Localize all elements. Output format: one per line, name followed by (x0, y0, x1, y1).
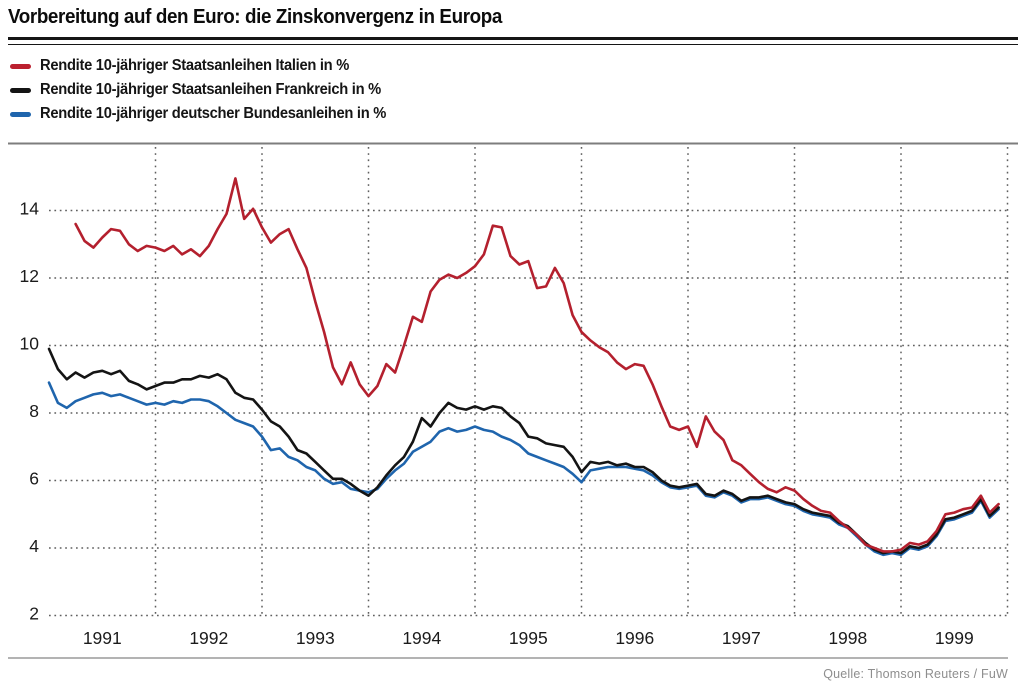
legend-label-italy: Rendite 10-jähriger Staatsanleihen Itali… (40, 57, 350, 74)
legend-swatch-italy-icon (10, 63, 31, 69)
legend-item-france: Rendite 10-jähriger Staatsanleihen Frank… (10, 78, 404, 102)
x-tick-label-1999: 1999 (935, 628, 974, 648)
axis-labels: 14 12 10 8 6 4 2 1991 1992 1993 1994 1995 1996 1997 19… (20, 199, 974, 649)
chart-title: Vorbereitung auf den Euro: die Zinskonve… (8, 6, 502, 28)
x-tick-label-1995: 1995 (509, 628, 548, 648)
x-tick-label-1996: 1996 (615, 628, 654, 648)
x-tick-label-1992: 1992 (189, 628, 228, 648)
y-tick-label-2: 2 (29, 604, 39, 624)
y-tick-label-8: 8 (29, 401, 39, 421)
legend-swatch-france-icon (10, 87, 31, 93)
legend-label-germany: Rendite 10-jähriger deutscher Bundesanle… (40, 105, 387, 122)
title-rule-thick (8, 37, 1018, 40)
source-caption: Quelle: Thomson Reuters / FuW (823, 667, 1008, 681)
y-tick-label-4: 4 (29, 536, 39, 556)
legend: Rendite 10-jähriger Staatsanleihen Itali… (10, 54, 404, 126)
x-tick-label-1998: 1998 (828, 628, 867, 648)
x-tick-label-1991: 1991 (83, 628, 122, 648)
y-tick-label-10: 10 (20, 334, 40, 354)
y-tick-label-14: 14 (20, 199, 40, 219)
y-tick-label-6: 6 (29, 469, 39, 489)
x-tick-label-1994: 1994 (402, 628, 441, 648)
title-rule-thin (8, 43, 1018, 45)
series-line-italien (74, 177, 1000, 553)
legend-item-italy: Rendite 10-jähriger Staatsanleihen Itali… (10, 54, 404, 78)
legend-swatch-germany-icon (10, 111, 31, 117)
series-line-deutschland (47, 381, 1000, 557)
y-tick-label-12: 12 (20, 266, 39, 286)
x-tick-label-1993: 1993 (296, 628, 335, 648)
gridlines (49, 147, 1009, 617)
legend-label-france: Rendite 10-jähriger Staatsanleihen Frank… (40, 81, 381, 98)
legend-item-germany: Rendite 10-jähriger deutscher Bundesanle… (10, 102, 404, 126)
data-series (47, 177, 1000, 557)
x-tick-label-1997: 1997 (722, 628, 761, 648)
